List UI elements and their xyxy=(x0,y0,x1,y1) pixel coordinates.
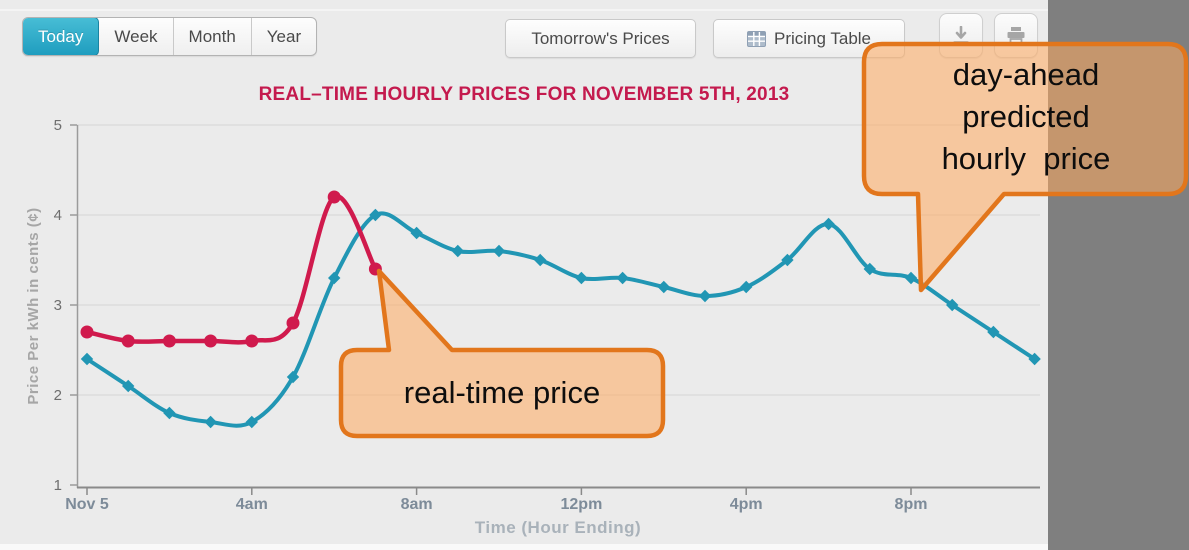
day-ahead-marker xyxy=(616,271,629,285)
real-time-marker xyxy=(162,334,176,348)
tomorrows-prices-button[interactable]: Tomorrow's Prices xyxy=(505,19,696,58)
real-time-marker xyxy=(245,334,259,348)
real-time-line xyxy=(84,194,378,345)
tab-year[interactable]: Year xyxy=(266,27,302,46)
tab-today[interactable]: Today xyxy=(23,18,100,55)
top-divider xyxy=(0,9,1048,11)
day-ahead-marker xyxy=(698,289,712,303)
tab-week[interactable]: Week xyxy=(99,18,174,55)
range-tab-group: Today Week Month Year xyxy=(22,17,318,56)
bottom-strip xyxy=(0,544,1048,550)
x-tick-label: 8pm xyxy=(895,496,928,513)
x-tick-label: 12pm xyxy=(561,496,603,513)
y-tick-label: 4 xyxy=(54,207,62,224)
day-ahead-marker xyxy=(946,298,959,312)
table-grid-icon xyxy=(746,30,766,47)
day-ahead-marker xyxy=(245,415,258,429)
real-time-marker xyxy=(204,334,218,348)
y-axis-title: Price Per kWh in cents (¢) xyxy=(25,207,42,404)
real-time-marker xyxy=(368,262,382,276)
day-ahead-marker xyxy=(163,406,176,420)
day-ahead-line xyxy=(85,211,1037,428)
tomorrows-prices-label: Tomorrow's Prices xyxy=(531,28,670,48)
day-ahead-marker xyxy=(822,217,835,231)
day-ahead-marker xyxy=(80,352,94,366)
x-tick-label: Nov 5 xyxy=(65,496,109,513)
day-ahead-marker xyxy=(451,244,464,258)
day-ahead-marker xyxy=(204,415,217,429)
day-ahead-marker xyxy=(657,280,670,294)
y-tick-label: 3 xyxy=(54,297,62,314)
chart-title: REAL–TIME HOURLY PRICES FOR NOVEMBER 5TH… xyxy=(258,84,790,105)
real-time-marker xyxy=(286,316,300,330)
day-ahead-marker xyxy=(740,280,753,294)
x-axis-title: Time (Hour Ending) xyxy=(475,518,641,537)
day-ahead-marker xyxy=(534,253,547,267)
y-tick-label: 1 xyxy=(54,477,62,494)
day-ahead-marker xyxy=(410,226,423,240)
x-tick-label: 8am xyxy=(401,496,433,513)
day-ahead-marker xyxy=(1028,352,1041,366)
day-ahead-marker xyxy=(369,208,382,222)
day-ahead-marker xyxy=(781,253,794,267)
real-time-marker xyxy=(327,190,341,204)
pricing-table-label: Pricing Table xyxy=(773,28,872,48)
price-chart: 1 2 3 4 5 Nov 5 4am 8am 12pm 4pm 8pm Price Per kWh … xyxy=(25,117,1041,537)
x-tick-label: 4pm xyxy=(730,496,763,513)
day-ahead-marker xyxy=(492,244,506,258)
day-ahead-marker xyxy=(286,370,300,384)
y-tick-label: 5 xyxy=(54,117,62,134)
day-ahead-marker xyxy=(122,379,135,393)
day-ahead-marker xyxy=(987,325,1000,339)
real-time-marker xyxy=(121,334,135,348)
day-ahead-marker xyxy=(575,271,588,285)
tab-month[interactable]: Month xyxy=(174,18,252,55)
day-ahead-marker xyxy=(328,271,341,285)
x-tick-label: 4am xyxy=(236,496,268,513)
y-tick-label: 2 xyxy=(54,387,62,404)
gray-side-band xyxy=(1048,0,1189,550)
print-icon xyxy=(1006,26,1026,45)
real-time-marker xyxy=(80,325,94,339)
